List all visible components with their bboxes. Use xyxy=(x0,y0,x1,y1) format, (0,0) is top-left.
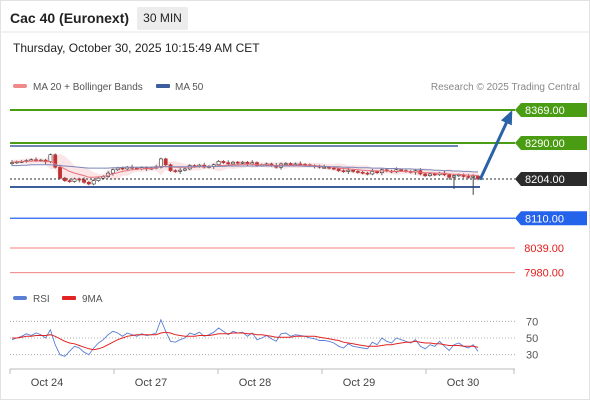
candle-body xyxy=(360,171,365,174)
legend-label-ma50: MA 50 xyxy=(175,82,204,93)
candle-body xyxy=(245,161,250,165)
candle-body xyxy=(231,161,235,165)
candle-body xyxy=(216,161,221,166)
candle-body xyxy=(221,161,226,163)
ma20-line xyxy=(11,160,479,178)
legend-label-rsi: RSI xyxy=(33,294,50,305)
legend-swatch-rsi xyxy=(13,296,27,300)
candle-body xyxy=(77,178,82,181)
candle-body xyxy=(399,169,404,172)
rsi-axis-label-0: 70 xyxy=(526,316,538,328)
candle-body xyxy=(365,172,370,175)
candle-body xyxy=(226,162,231,165)
candle-body xyxy=(250,162,255,165)
price-levels xyxy=(10,108,515,274)
candle-body xyxy=(96,177,101,181)
candle-body xyxy=(86,182,91,185)
legend-swatch-9ma xyxy=(62,296,76,300)
rsi-ma-line xyxy=(12,331,479,351)
level-label-5: 7980.00 xyxy=(524,268,564,280)
level-tag-box xyxy=(515,102,587,117)
candle-body xyxy=(173,170,178,172)
level-label-3: 8110.00 xyxy=(525,213,564,225)
level-tag-box xyxy=(515,211,587,226)
datetime-label: Thursday, October 30, 2025 10:15:49 AM C… xyxy=(13,41,260,55)
level-label-4: 8039.00 xyxy=(524,243,564,255)
candle-body xyxy=(235,161,240,164)
candle-body xyxy=(82,179,86,183)
candle-body xyxy=(178,169,183,172)
candle-body xyxy=(91,180,96,185)
level-tag-box xyxy=(515,171,587,186)
legend-label-9ma: 9MA xyxy=(82,294,103,305)
bollinger-band-area xyxy=(12,153,478,186)
level-tag-2: 8204.00 xyxy=(515,171,587,186)
rsi-axis-label-1: 50 xyxy=(526,333,538,345)
candle-body xyxy=(53,154,58,168)
timeframe-button[interactable]: 30 MIN xyxy=(137,7,188,30)
x-tick-label-2: Oct 28 xyxy=(239,377,271,389)
candle-body xyxy=(331,167,336,170)
candle-body xyxy=(283,163,288,165)
candle-body xyxy=(322,166,327,169)
candlesticks xyxy=(10,153,480,195)
candle-body xyxy=(115,167,120,171)
candle-body xyxy=(240,161,245,164)
research-credit: Research © 2025 Trading Central xyxy=(431,82,580,93)
ma50-line xyxy=(12,164,478,173)
candle-body xyxy=(183,168,187,171)
bollinger-band xyxy=(12,153,478,186)
candle-body xyxy=(351,169,355,172)
forecast-arrow-shaft xyxy=(478,112,513,181)
candle-body xyxy=(447,174,452,178)
candle-body xyxy=(466,176,471,178)
candle-body xyxy=(10,162,14,164)
rsi-axis-label-2: 30 xyxy=(526,350,538,362)
moving-averages xyxy=(11,160,479,178)
instrument-title: Cac 40 (Euronext) xyxy=(10,10,130,26)
forecast-arrow xyxy=(478,110,513,181)
candle-body xyxy=(428,173,432,176)
candle-body xyxy=(370,171,375,175)
legend-swatch-ma50 xyxy=(156,84,170,88)
candle-body xyxy=(336,168,341,171)
level-tag-box xyxy=(515,136,587,150)
candle-body xyxy=(120,167,125,170)
x-tick-label-4: Oct 30 xyxy=(447,377,479,389)
candle-body xyxy=(375,171,380,173)
candle-body xyxy=(163,158,168,166)
legend-swatch-ma20 xyxy=(13,84,27,88)
x-tick-label-1: Oct 27 xyxy=(135,377,167,389)
candle-body xyxy=(355,171,360,173)
candle-body xyxy=(346,169,351,172)
x-tick-label-0: Oct 24 xyxy=(31,377,63,389)
level-labels: 8369.00 8290.00 8204.00 8110.00 8039.00 7980.… xyxy=(515,102,587,280)
candle-body xyxy=(432,173,437,176)
level-tag-0: 8369.00 xyxy=(515,102,587,117)
candle-body xyxy=(288,163,293,166)
forecast-arrow-head xyxy=(500,110,513,126)
x-axis-ticks: Oct 24 Oct 27 Oct 28 Oct 29 Oct 30 xyxy=(9,369,515,389)
rsi-line xyxy=(11,318,479,357)
level-tag-1: 8290.00 xyxy=(515,136,587,150)
candle-body xyxy=(67,180,72,182)
x-tick-label-3: Oct 29 xyxy=(343,377,375,389)
level-label-0: 8369.00 xyxy=(525,105,565,117)
candle-body xyxy=(168,164,173,171)
level-tag-3: 8110.00 xyxy=(515,211,587,226)
candle-body xyxy=(58,166,62,179)
legend-label-ma20: MA 20 + Bollinger Bands xyxy=(33,82,143,93)
candle-body xyxy=(72,178,77,182)
candle-body xyxy=(423,173,428,176)
candle-body xyxy=(62,177,67,181)
rsi-lines xyxy=(11,318,479,357)
candle-body xyxy=(110,169,115,174)
level-label-2: 8204.00 xyxy=(525,174,565,186)
candle-body xyxy=(48,154,53,163)
candle-body xyxy=(341,170,346,172)
level-label-1: 8290.00 xyxy=(525,138,565,150)
